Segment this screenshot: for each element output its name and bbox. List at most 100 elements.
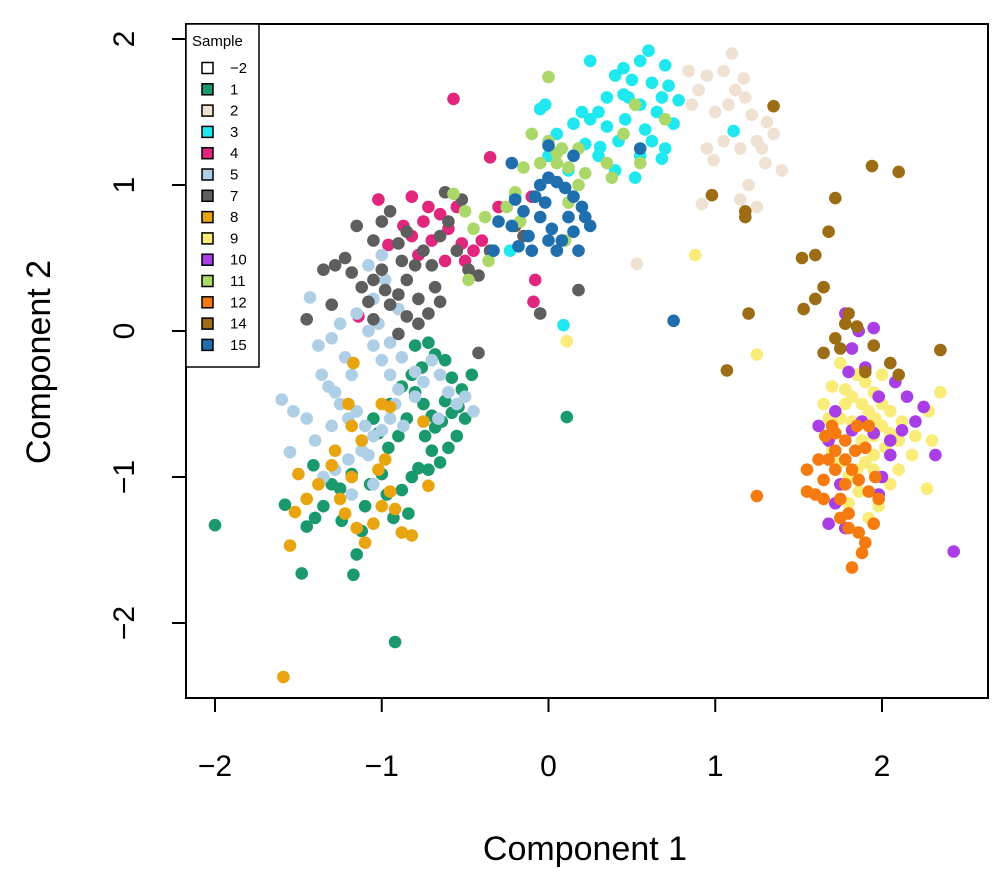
- data-point: [555, 142, 569, 155]
- data-point: [367, 412, 380, 425]
- x-tick-label: −2: [198, 750, 232, 783]
- data-point: [875, 419, 889, 433]
- data-point: [362, 295, 375, 309]
- data-point: [867, 448, 880, 462]
- data-point: [742, 307, 755, 320]
- data-point: [465, 368, 479, 382]
- data-point: [727, 124, 740, 138]
- data-point: [383, 368, 397, 382]
- data-point: [438, 353, 452, 367]
- x-axis-title: Component 1: [483, 830, 687, 868]
- legend-swatch: [201, 168, 214, 181]
- legend-entry-label: −2: [230, 60, 247, 77]
- data-point: [325, 459, 339, 472]
- data-point: [829, 444, 842, 458]
- data-point: [328, 444, 342, 458]
- data-point: [855, 546, 869, 560]
- data-point: [617, 61, 630, 75]
- data-point: [842, 365, 855, 379]
- data-point: [734, 142, 747, 155]
- data-point: [392, 288, 405, 301]
- data-point: [542, 70, 555, 84]
- data-point: [575, 105, 589, 119]
- data-point: [567, 225, 580, 238]
- data-point: [328, 259, 342, 272]
- data-point: [842, 307, 855, 320]
- y-tick-label: 1: [108, 177, 141, 194]
- data-point: [655, 152, 669, 165]
- data-point: [884, 356, 897, 370]
- data-point: [482, 254, 495, 268]
- data-point: [277, 670, 290, 684]
- legend-swatch: [201, 317, 214, 330]
- data-point: [862, 419, 875, 433]
- data-point: [917, 400, 930, 414]
- data-point: [367, 234, 380, 247]
- data-point: [412, 461, 425, 475]
- data-point: [425, 444, 439, 458]
- data-point: [707, 153, 720, 167]
- data-point: [433, 207, 447, 221]
- data-point: [383, 485, 397, 498]
- data-point: [737, 72, 750, 85]
- data-point: [483, 151, 497, 164]
- data-point: [372, 193, 385, 206]
- data-point: [472, 269, 485, 282]
- legend-swatch: [201, 189, 214, 203]
- data-point: [367, 478, 380, 491]
- data-point: [745, 108, 759, 122]
- data-point: [528, 190, 542, 203]
- data-point: [797, 302, 810, 316]
- data-point: [287, 405, 300, 418]
- data-point: [645, 76, 659, 90]
- data-point: [447, 187, 460, 201]
- data-point: [829, 191, 842, 205]
- data-point: [345, 419, 359, 433]
- data-point: [822, 225, 835, 238]
- legend-entry-label: 11: [230, 273, 246, 290]
- y-tick-label: −2: [108, 606, 141, 640]
- data-point: [417, 215, 430, 228]
- legend-swatch: [201, 83, 214, 96]
- data-point: [550, 244, 564, 257]
- data-point: [809, 292, 822, 306]
- data-point: [333, 317, 347, 331]
- data-point: [817, 280, 830, 294]
- data-point: [845, 561, 859, 574]
- data-point: [628, 98, 642, 111]
- data-point: [367, 313, 380, 326]
- data-point: [809, 488, 822, 501]
- data-point: [442, 215, 455, 228]
- data-point: [325, 332, 339, 345]
- legend-swatch: [201, 210, 214, 224]
- data-point: [892, 368, 905, 382]
- data-point: [303, 291, 317, 304]
- legend-entry-label: 10: [230, 252, 247, 269]
- data-point: [929, 448, 942, 462]
- data-point: [378, 273, 392, 287]
- data-point: [438, 254, 452, 268]
- data-point: [592, 105, 605, 119]
- data-point: [750, 489, 764, 503]
- data-point: [809, 248, 822, 262]
- data-point: [538, 196, 552, 209]
- data-point: [900, 390, 914, 404]
- data-point: [839, 397, 852, 411]
- data-point: [767, 127, 780, 141]
- x-tick-label: 0: [540, 750, 557, 783]
- data-point: [432, 412, 445, 425]
- data-point: [528, 273, 542, 287]
- data-point: [700, 142, 714, 155]
- data-point: [947, 545, 960, 558]
- data-point: [834, 492, 847, 506]
- data-point: [300, 412, 314, 425]
- data-point: [862, 485, 875, 498]
- data-point: [362, 324, 375, 338]
- data-point: [292, 467, 305, 481]
- data-point: [920, 482, 934, 496]
- data-point: [658, 59, 672, 72]
- data-point: [375, 263, 389, 277]
- data-point: [475, 234, 489, 247]
- data-point: [895, 424, 909, 437]
- data-point: [375, 248, 389, 262]
